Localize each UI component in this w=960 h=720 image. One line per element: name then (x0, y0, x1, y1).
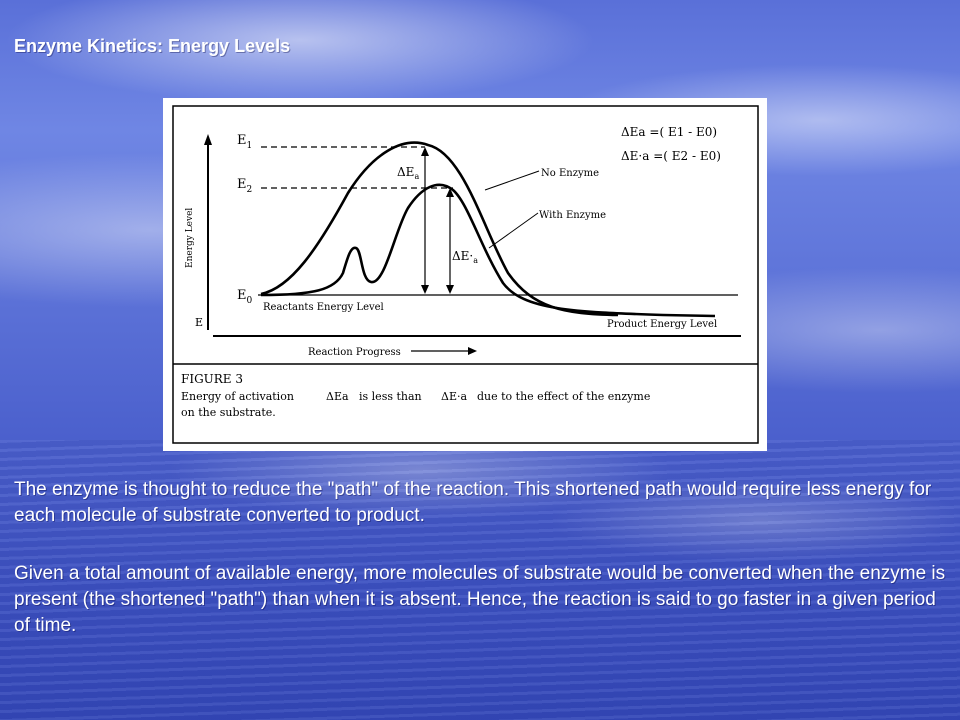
body-paragraph-1: The enzyme is thought to reduce the "pat… (14, 479, 932, 526)
delta-ea-arrow-bottom (421, 285, 429, 294)
energy-diagram-figure: Energy Level Reaction Progress E1 E2 E0 … (163, 98, 767, 451)
caption-title: FIGURE 3 (181, 372, 243, 386)
level-e0-label: E0 (237, 288, 253, 306)
reactants-energy-label: Reactants Energy Level (263, 302, 384, 313)
axis-corner-label: E (195, 316, 203, 329)
with-enzyme-label: With Enzyme (539, 210, 606, 221)
caption-line-1a: Energy of activation (181, 390, 294, 403)
no-enzyme-label: No Enzyme (541, 168, 599, 179)
caption-line-1c: due to the effect of the enzyme (477, 390, 650, 403)
no-enzyme-leader (484, 170, 540, 191)
caption-line-2: on the substrate. (181, 406, 276, 419)
progress-arrow-head (468, 347, 477, 355)
energy-diagram-svg: Energy Level Reaction Progress E1 E2 E0 … (172, 105, 759, 444)
body-paragraph-2: Given a total amount of available energy… (14, 563, 946, 636)
formula-2: ΔE·a =( E2 - E0) (621, 149, 721, 163)
delta-ea-label: ΔEa (397, 165, 419, 181)
caption-symbol-2: ΔE·a (441, 390, 467, 403)
y-axis-label: Energy Level (185, 208, 195, 268)
slide-title: Enzyme Kinetics: Energy Levels (14, 36, 291, 56)
delta-ea-prime-arrow-top (446, 188, 454, 197)
with-enzyme-leader (488, 212, 539, 249)
delta-ea-arrow-top (421, 147, 429, 156)
formula-1: ΔEa =( E1 - E0) (621, 125, 717, 139)
figure-frame (172, 105, 759, 444)
with-enzyme-curve (260, 183, 716, 318)
delta-ea-prime-arrow-bottom (446, 285, 454, 294)
delta-ea-prime-label: ΔE·a (452, 249, 478, 265)
level-e2-label: E2 (237, 177, 252, 195)
no-enzyme-curve (260, 141, 619, 317)
product-energy-label: Product Energy Level (607, 319, 717, 330)
x-axis-label: Reaction Progress (308, 347, 401, 358)
caption-line-1b: is less than (359, 390, 422, 403)
level-e1-label: E1 (237, 133, 252, 151)
background-waves (0, 440, 960, 720)
y-axis-arrow (204, 134, 212, 145)
caption-symbol-1: ΔEa (326, 390, 349, 403)
